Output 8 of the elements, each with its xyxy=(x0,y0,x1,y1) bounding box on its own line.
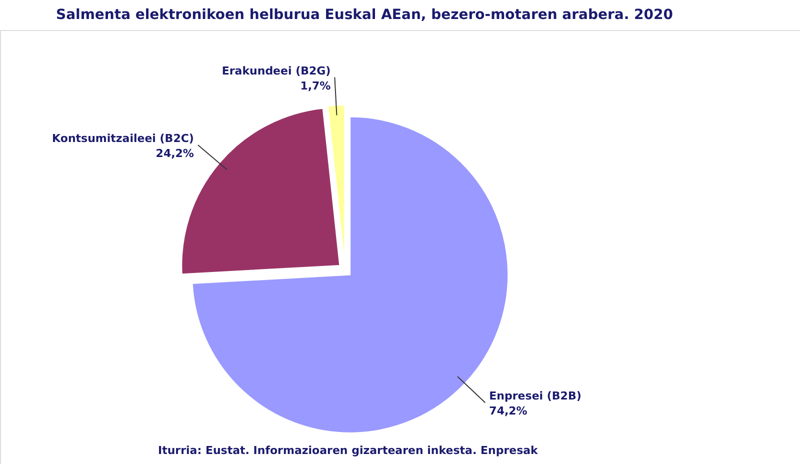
slice-label: Kontsumitzaileei (B2C) xyxy=(52,132,194,145)
data-label: 74,2% xyxy=(489,404,528,418)
chart-title: Salmenta elektronikoen helburua Euskal AEan, bezero-motaren arabera. 2020 xyxy=(56,7,674,23)
data-label: 24,2% xyxy=(156,146,194,160)
data-label: 1,7% xyxy=(300,79,331,92)
text: Iturria: Eustat. Informazioaren gizartearen inkesta. Enpresak xyxy=(158,444,539,457)
slice-label: Enpresei (B2B) xyxy=(489,390,582,403)
slice-label: Erakundeei (B2G) xyxy=(222,64,331,78)
